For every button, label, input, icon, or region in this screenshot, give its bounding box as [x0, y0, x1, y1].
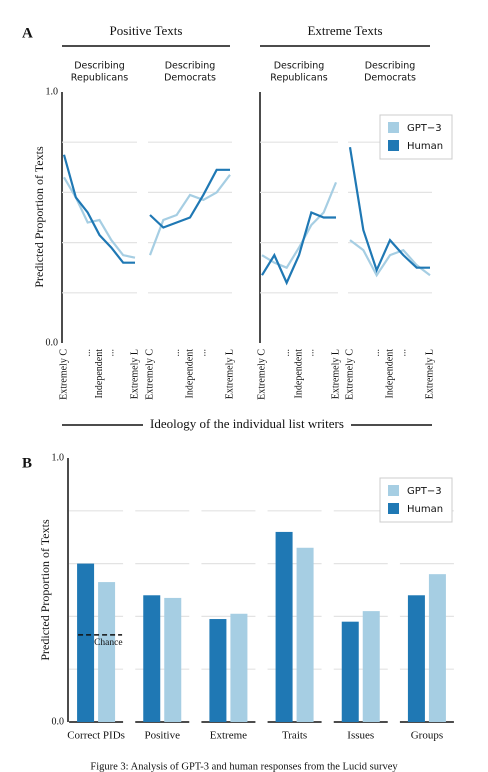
bar: [275, 531, 293, 722]
panel-subtitle: Describing: [274, 61, 325, 72]
x-tick-label: Independent: [184, 349, 195, 399]
legend-label: GPT−3: [407, 486, 442, 497]
panel-label: B: [22, 455, 32, 471]
x-tick-label: Extremely L: [224, 349, 235, 399]
series-line: [348, 147, 430, 274]
bar: [362, 611, 380, 722]
legend-swatch: [388, 503, 399, 514]
bar: [296, 547, 314, 722]
x-axis-title: Ideology of the individual list writers: [150, 416, 344, 431]
legend-box: [379, 114, 453, 160]
panel-subtitle: Republicans: [270, 73, 327, 84]
x-tick-label: Traits: [282, 730, 307, 742]
y-axis-title: Predicted Proportion of Texts: [38, 519, 52, 661]
group-title: Extreme Texts: [307, 23, 382, 38]
panel-subtitle: Describing: [165, 61, 216, 72]
x-tick-label: ...: [106, 349, 117, 357]
x-tick-label: Positive: [145, 730, 181, 742]
x-tick-label: Extremely C: [58, 349, 69, 400]
legend-label: Human: [407, 504, 443, 515]
legend-swatch: [388, 485, 399, 496]
legend-swatch: [388, 122, 399, 133]
panel-subtitle: Democrats: [364, 73, 416, 84]
x-tick-label: Extremely L: [424, 349, 435, 399]
x-tick-label: ...: [198, 349, 209, 357]
bar: [428, 574, 446, 722]
panel-subtitle: Republicans: [71, 73, 128, 84]
y-tick-label: 0.0: [52, 716, 65, 727]
bar: [143, 595, 161, 722]
x-tick-label: Issues: [347, 730, 374, 742]
x-tick-label: Groups: [411, 730, 443, 742]
series-line: [261, 211, 336, 286]
x-tick-label: Independent: [94, 349, 105, 399]
series-line: [349, 239, 431, 278]
y-tick-label: 1.0: [46, 86, 59, 97]
bar: [407, 595, 425, 722]
legend-box: [379, 477, 453, 523]
x-tick-label: ...: [171, 349, 182, 357]
x-tick-label: Extremely C: [256, 349, 267, 400]
x-tick-label: Extreme: [210, 730, 247, 742]
x-tick-label: Extremely C: [144, 349, 155, 400]
bar: [209, 619, 227, 722]
x-tick-label: ...: [306, 349, 317, 357]
x-tick-label: Extremely L: [330, 349, 341, 399]
bar: [98, 582, 116, 722]
y-tick-label: 0.0: [46, 337, 59, 348]
bar: [77, 563, 95, 722]
panel-subtitle: Describing: [365, 61, 416, 72]
y-axis-title: Predicted Proportion of Texts: [32, 146, 46, 288]
group-title: Positive Texts: [110, 23, 183, 38]
panel-label: A: [22, 25, 33, 41]
caption: Figure 3: Analysis of GPT-3 and human re…: [90, 761, 398, 772]
x-tick-label: Independent: [384, 349, 395, 399]
panel-subtitle: Describing: [74, 61, 125, 72]
bar: [341, 621, 359, 722]
y-tick-label: 1.0: [52, 452, 65, 463]
x-tick-label: ...: [371, 349, 382, 357]
x-tick-label: Independent: [293, 349, 304, 399]
legend-label: GPT−3: [407, 123, 442, 134]
series-line: [149, 168, 230, 229]
x-tick-label: ...: [281, 349, 292, 357]
x-tick-label: Correct PIDs: [67, 730, 125, 742]
x-tick-label: ...: [82, 349, 93, 357]
legend-swatch: [388, 140, 399, 151]
x-tick-label: Extremely L: [129, 349, 140, 399]
series-line: [148, 174, 231, 256]
reference-label: Chance: [94, 638, 123, 648]
panel-subtitle: Democrats: [164, 73, 216, 84]
bar: [230, 613, 248, 722]
legend-label: Human: [407, 141, 443, 152]
series-line: [261, 181, 338, 270]
x-tick-label: Extremely C: [344, 349, 355, 400]
series-line: [62, 154, 135, 264]
x-tick-label: ...: [398, 349, 409, 357]
bar: [164, 597, 182, 722]
